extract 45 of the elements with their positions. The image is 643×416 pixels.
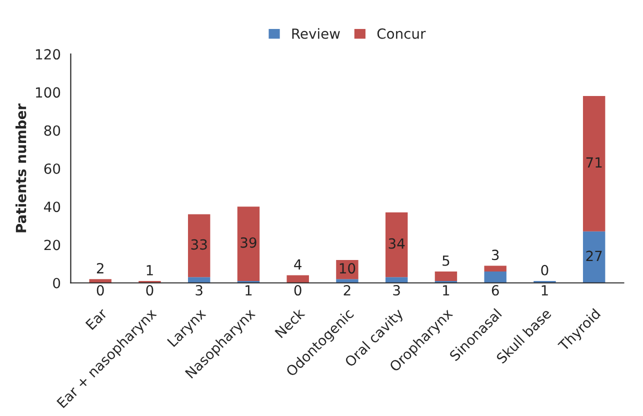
data-label: 2 [344, 285, 350, 296]
data-label: 1 [443, 285, 450, 296]
data-label: 3 [492, 250, 499, 260]
data-label: 1 [246, 285, 252, 296]
data-label: 10 [340, 263, 356, 274]
data-label: 1 [542, 285, 548, 296]
data-label: 4 [294, 259, 302, 270]
data-label: 6 [492, 285, 499, 296]
data-label: 0 [146, 285, 154, 296]
bar [582, 231, 606, 283]
bar [385, 277, 408, 283]
data-label: 5 [442, 256, 450, 266]
y-tick-label: 20 [44, 240, 60, 250]
bar [286, 275, 309, 283]
y-tick-label: 100 [36, 87, 60, 98]
bar [582, 96, 606, 232]
y-axis-title: Patients number [16, 103, 26, 232]
data-label: 2 [96, 263, 104, 274]
bar [237, 206, 260, 281]
bar [484, 266, 506, 272]
data-label: 3 [393, 285, 400, 296]
data-label: 1 [146, 265, 153, 276]
data-label: 34 [388, 238, 405, 249]
bar [89, 279, 112, 283]
data-label: 0 [96, 285, 104, 296]
y-tick-label: 40 [44, 202, 60, 212]
data-label: 0 [541, 264, 548, 276]
data-label: 3 [196, 285, 202, 296]
y-tick-label: 60 [44, 163, 60, 174]
bar [385, 212, 408, 278]
y-tick-label: 120 [36, 49, 60, 60]
y-tick-label: 80 [44, 125, 60, 136]
legend-label: Review [292, 28, 340, 39]
legend-label: Concur [377, 28, 426, 39]
bar [434, 271, 458, 281]
data-label: 39 [240, 237, 256, 248]
y-tick-label: 0 [53, 278, 60, 288]
bar [188, 214, 210, 278]
bar [188, 277, 210, 283]
data-label: 71 [586, 157, 602, 168]
bar [336, 279, 358, 283]
data-label: 33 [191, 239, 207, 250]
data-label: 27 [586, 250, 602, 261]
data-label: 0 [294, 285, 302, 296]
bar [484, 271, 506, 283]
